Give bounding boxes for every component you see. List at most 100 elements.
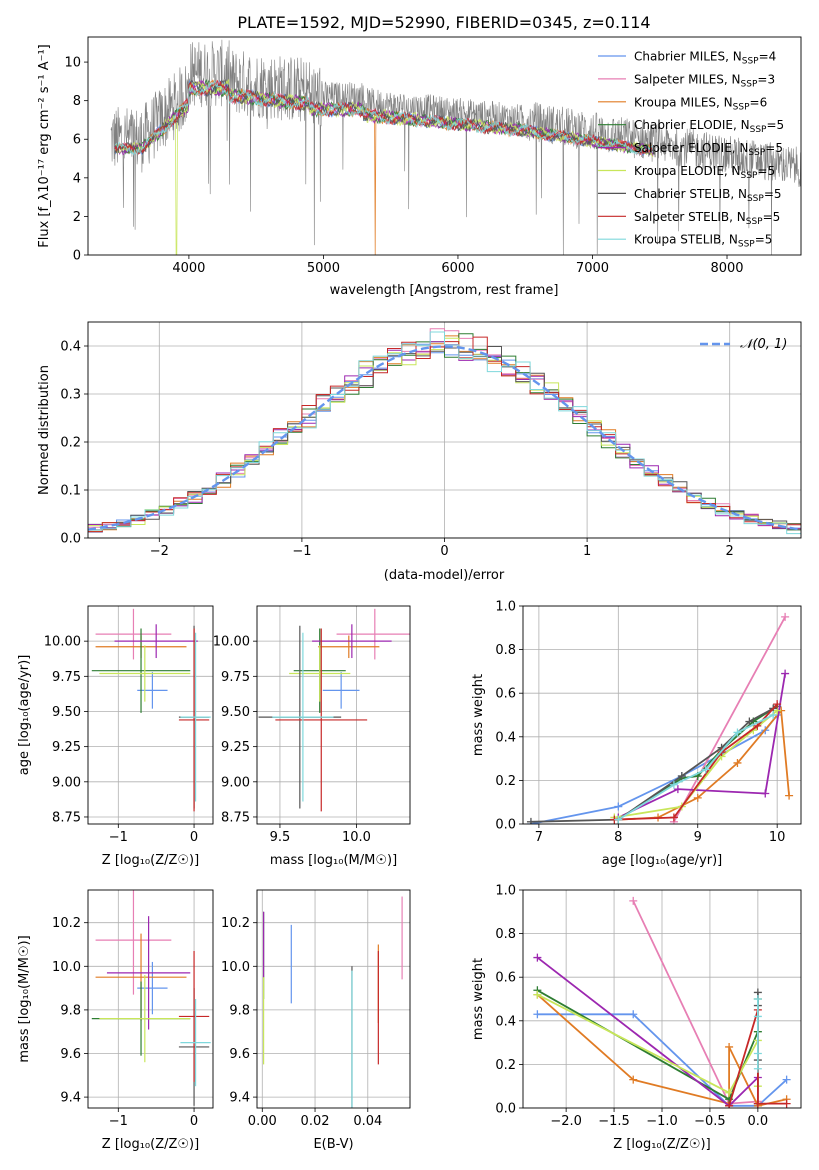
x-tick-label: −1.5	[598, 1114, 630, 1129]
grid-6	[257, 890, 410, 1108]
series-marker	[673, 785, 682, 794]
plot-area-5	[88, 890, 213, 1108]
x-axis-label: E(B-V)	[313, 1137, 353, 1152]
plot-area-7	[523, 890, 801, 1108]
x-tick-label: 7000	[576, 261, 609, 276]
y-tick-label: 0.2	[60, 436, 81, 451]
x-tick-label: −1	[109, 830, 128, 845]
legend-entry: Chabrier STELIB, NSSP=5	[634, 187, 782, 204]
y-tick-label: 9.6	[60, 1047, 81, 1062]
y-tick-label: 10.0	[221, 960, 250, 975]
x-tick-label: 2	[726, 544, 734, 559]
legend-entry: Kroupa STELIB, NSSP=5	[634, 233, 772, 250]
legend-entry: Kroupa MILES, NSSP=6	[634, 95, 767, 112]
legend-label: Salpeter STELIB, N	[634, 210, 746, 224]
series-marker	[526, 817, 535, 824]
y-tick-label: 10	[64, 56, 81, 71]
series-marker	[629, 1010, 638, 1019]
x-tick-label: 8	[614, 830, 622, 845]
series-marker	[725, 1101, 734, 1108]
series-marker	[533, 953, 542, 962]
series-marker	[782, 1099, 791, 1108]
panel-1: −2 −1 0 1 2 0.0 0.1 0.2 0.3 0.4	[60, 321, 802, 559]
grid-5	[88, 890, 213, 1108]
plot-area-4	[523, 606, 801, 824]
legend-suffix: =3	[757, 72, 775, 86]
y-tick-label: 4	[73, 171, 81, 186]
x-tick-label: 6000	[441, 261, 474, 276]
legend-sub: SSP	[746, 217, 763, 227]
axes-frame	[87, 321, 802, 539]
x-tick-label: 0.0	[748, 1114, 769, 1129]
series-line	[617, 673, 786, 819]
series-marker	[629, 1075, 638, 1084]
x-tick-label: 10	[769, 830, 786, 845]
x-tick-label: 1	[583, 544, 591, 559]
y-tick-label: 0.8	[495, 927, 516, 942]
x-tick-label: 5000	[307, 261, 340, 276]
grid-3	[257, 606, 410, 824]
legend-sub: SSP	[741, 79, 758, 89]
legend-entry: 𝒩(0, 1)	[740, 337, 787, 352]
y-axis-label: mass [log₁₀(M/M☉)]	[17, 935, 32, 1062]
axes-frame	[522, 889, 802, 1109]
y-tick-label: 9.00	[52, 775, 81, 790]
plot-area-1	[88, 322, 801, 538]
y-tick-label: 10.00	[44, 635, 81, 650]
series-marker	[733, 728, 742, 737]
legend-suffix: =5	[765, 141, 783, 155]
y-axis-label: mass weight	[471, 958, 486, 1040]
axes-frame	[87, 889, 214, 1109]
plot-area-2	[88, 606, 213, 824]
y-tick-label: 10.0	[52, 960, 81, 975]
chart-title: PLATE=1592, MJD=52990, FIBERID=0345, z=0…	[237, 13, 650, 32]
y-tick-label: 0.6	[495, 687, 516, 702]
legend-suffix: =5	[764, 187, 782, 201]
legend-sub: SSP	[747, 194, 764, 204]
legend-suffix: =5	[763, 210, 781, 224]
panel-3: 9.5 10.0 8.75 9.00 9.25 9.50 9.75 10.00	[213, 605, 411, 845]
y-tick-label: 10.2	[52, 916, 81, 931]
x-tick-label: 0	[190, 830, 198, 845]
legend-label: Chabrier STELIB, N	[634, 187, 747, 201]
y-tick-label: 1.0	[495, 600, 516, 615]
normal-reference-curve	[88, 345, 801, 531]
series-marker	[733, 758, 742, 767]
y-tick-label: 6	[73, 133, 81, 148]
y-axis-label: mass weight	[471, 674, 486, 756]
y-tick-label: 9.8	[60, 1003, 81, 1018]
y-tick-label: 9.25	[221, 740, 250, 755]
legend-suffix: =5	[757, 164, 775, 178]
legend-entry: Salpeter STELIB, NSSP=5	[634, 210, 780, 227]
series-marker	[753, 995, 762, 1003]
legend-sub: SSP	[741, 171, 758, 181]
panel-5: −1 0 9.4 9.6 9.8 10.0 10.2	[52, 889, 214, 1129]
axes-frame	[256, 889, 411, 1109]
model-spectrum-line	[114, 79, 653, 156]
series-marker	[781, 669, 790, 678]
y-tick-label: 0.0	[495, 818, 516, 833]
plot-area-3	[257, 606, 410, 824]
legend-suffix: =6	[750, 95, 768, 109]
y-tick-label: 0	[73, 249, 81, 264]
x-axis-label: wavelength [Angstrom, rest frame]	[330, 283, 559, 298]
legend-suffix: =4	[759, 50, 777, 64]
legend-entry: Kroupa ELODIE, NSSP=5	[634, 164, 775, 181]
series-marker	[753, 1049, 762, 1058]
legend-entry: Chabrier MILES, NSSP=4	[634, 50, 776, 67]
y-tick-label: 10.2	[221, 916, 250, 931]
series-marker	[677, 772, 686, 781]
y-axis-label: age [log₁₀(age/yr)]	[17, 655, 32, 776]
y-tick-label: 9.4	[229, 1091, 250, 1106]
x-tick-label: 0.02	[301, 1114, 330, 1129]
x-tick-label: 4000	[172, 261, 205, 276]
model-spectrum-line	[114, 80, 654, 157]
panel-0: 4000 5000 6000 7000 8000 0 2 4 6 8 10	[64, 36, 802, 276]
y-tick-label: 0.2	[495, 1058, 516, 1073]
legend-suffix: =5	[766, 118, 784, 132]
y-axis-label: Flux [f_λ10⁻¹⁷ erg cm⁻² s⁻¹ A⁻¹]	[37, 44, 52, 248]
series-marker	[769, 711, 778, 719]
legend-entry: Salpeter MILES, NSSP=3	[634, 72, 775, 89]
x-tick-label: −0.5	[694, 1114, 726, 1129]
legend-label: Salpeter MILES, N	[634, 72, 741, 86]
